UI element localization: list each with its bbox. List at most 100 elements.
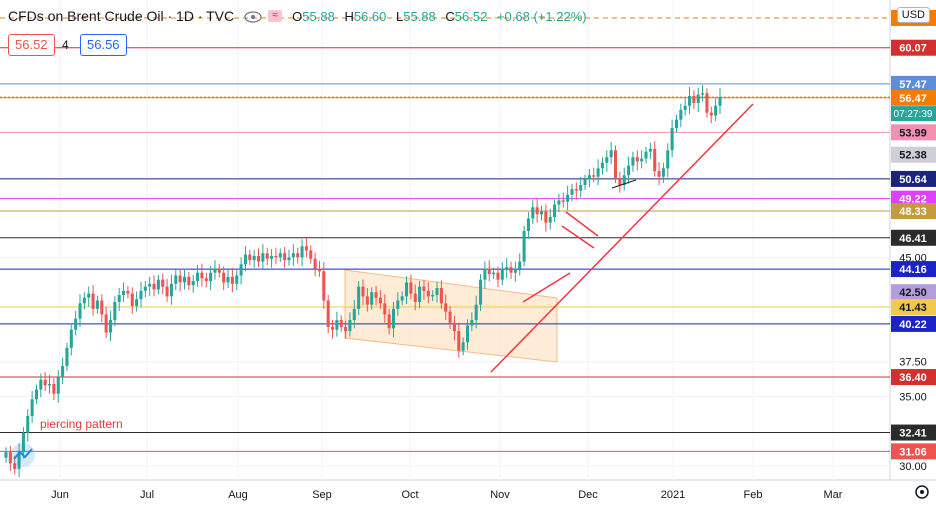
compare-icon[interactable]: ≈ bbox=[268, 10, 283, 22]
trendlines[interactable] bbox=[490, 103, 754, 373]
candles bbox=[4, 84, 722, 478]
candle-body bbox=[640, 158, 644, 162]
eye-icon[interactable] bbox=[244, 10, 262, 23]
dec-consolidation-line[interactable] bbox=[611, 179, 637, 189]
candle-body bbox=[631, 157, 635, 166]
candle-body bbox=[270, 256, 274, 259]
candle-body bbox=[130, 293, 134, 307]
candle-body bbox=[139, 290, 143, 300]
candle-body bbox=[56, 377, 60, 394]
symbol-title[interactable]: CFDs on Brent Crude Oil · 1D · TVC bbox=[8, 8, 235, 24]
candle-body bbox=[65, 347, 69, 366]
candle-body bbox=[117, 294, 121, 302]
candle-body bbox=[252, 256, 256, 261]
candle-body bbox=[618, 178, 622, 186]
candle-body bbox=[474, 304, 478, 320]
countdown-label: 07:27:39 bbox=[894, 109, 933, 120]
candle-body bbox=[370, 292, 374, 305]
candle-body bbox=[622, 175, 626, 186]
candle-body bbox=[396, 300, 400, 309]
level-badge-label: 42.50 bbox=[899, 287, 927, 299]
candle-body bbox=[239, 264, 243, 276]
level-badge bbox=[891, 146, 936, 163]
chart-header: CFDs on Brent Crude Oil · 1D · TVC ≈ O55… bbox=[8, 8, 593, 24]
candle-body bbox=[413, 293, 417, 302]
level-badge bbox=[891, 75, 936, 92]
candle-body bbox=[553, 204, 557, 218]
level-badge bbox=[891, 369, 936, 386]
candle-body bbox=[113, 301, 117, 320]
candle-body bbox=[34, 389, 38, 400]
candle-body bbox=[21, 432, 25, 453]
price-tick-label: 30.00 bbox=[899, 461, 927, 473]
candle-body bbox=[339, 320, 343, 327]
candle-body bbox=[326, 300, 330, 327]
main-uptrend-line[interactable] bbox=[490, 103, 754, 373]
time-axis: Jun Jul Aug Sep Oct Nov Dec 2021 Feb Mar bbox=[51, 489, 843, 501]
settings-gear-icon[interactable] bbox=[915, 485, 929, 499]
buy-price-box[interactable]: 56.56 bbox=[80, 34, 127, 56]
candle-body bbox=[570, 189, 574, 195]
short-uptrend-line[interactable] bbox=[522, 272, 571, 303]
candle-body bbox=[48, 384, 52, 386]
candle-body bbox=[122, 290, 126, 295]
candle-body bbox=[361, 286, 365, 297]
candle-body bbox=[448, 311, 452, 323]
candle-body bbox=[644, 151, 648, 159]
sell-price-box[interactable]: 56.52 bbox=[8, 34, 55, 56]
candle-body bbox=[4, 452, 8, 458]
candle-body bbox=[74, 318, 78, 330]
level-badge bbox=[891, 203, 936, 220]
level-badge-label: 40.22 bbox=[899, 319, 927, 331]
candle-body bbox=[256, 256, 261, 262]
candle-body bbox=[422, 286, 426, 291]
level-badge bbox=[891, 170, 936, 187]
candle-body bbox=[535, 207, 539, 215]
level-badge bbox=[891, 315, 936, 332]
candle-body bbox=[609, 150, 613, 158]
level-badge bbox=[891, 229, 936, 246]
candle-body bbox=[701, 93, 705, 95]
level-badge bbox=[891, 424, 936, 441]
currency-button[interactable]: USD bbox=[896, 7, 930, 23]
candle-body bbox=[688, 96, 692, 106]
time-tick-label: Nov bbox=[490, 489, 510, 501]
candle-body bbox=[226, 276, 230, 283]
candle-body bbox=[513, 268, 517, 273]
candle-body bbox=[169, 283, 173, 297]
piercing-pattern-annotation: piercing pattern bbox=[40, 417, 123, 431]
candle-body bbox=[653, 148, 657, 172]
candle-body bbox=[405, 282, 409, 297]
price-change: +0.68 (+1.22%) bbox=[496, 8, 587, 24]
level-badge bbox=[891, 89, 936, 106]
candle-body bbox=[296, 253, 300, 258]
candle-body bbox=[191, 281, 195, 286]
candle-body bbox=[17, 452, 21, 469]
candle-body bbox=[304, 246, 308, 251]
candle-body bbox=[600, 162, 604, 169]
level-badge-label: 32.41 bbox=[899, 428, 927, 440]
candle-body bbox=[627, 165, 631, 176]
candle-body bbox=[509, 267, 513, 273]
bull-flag-lower[interactable] bbox=[561, 225, 595, 249]
tradingview-logo bbox=[11, 443, 35, 467]
bull-flag-upper[interactable] bbox=[565, 211, 599, 237]
candle-body bbox=[579, 185, 583, 191]
candle-body bbox=[243, 254, 247, 265]
candle-body bbox=[200, 272, 204, 279]
candle-body bbox=[126, 290, 130, 294]
level-badge-label: 49.22 bbox=[899, 194, 927, 206]
candle-body bbox=[348, 320, 352, 332]
level-badge bbox=[891, 299, 936, 316]
candle-body bbox=[30, 399, 34, 416]
candle-body bbox=[592, 175, 596, 177]
candle-body bbox=[204, 278, 208, 282]
time-tick-label: Jul bbox=[140, 489, 154, 501]
candle-body bbox=[69, 329, 73, 348]
candle-body bbox=[692, 96, 696, 103]
time-tick-label: Mar bbox=[824, 489, 843, 501]
candle-body bbox=[261, 253, 265, 262]
candle-body bbox=[418, 286, 422, 302]
